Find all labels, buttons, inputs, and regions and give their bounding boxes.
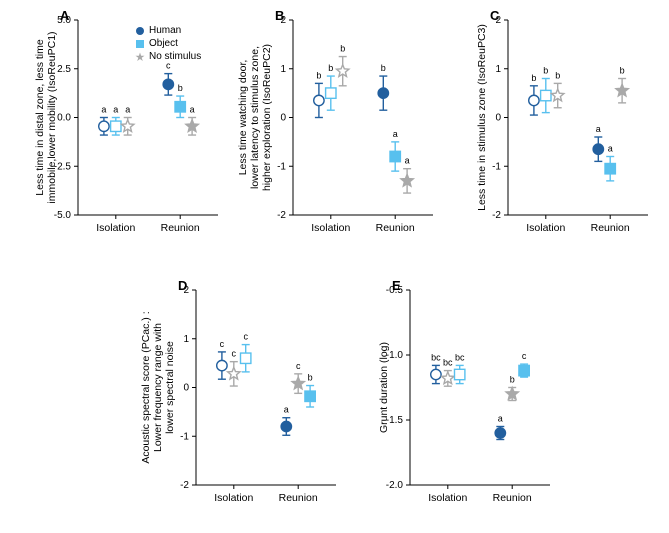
svg-text:Reunion: Reunion bbox=[493, 492, 532, 504]
svg-text:b: b bbox=[555, 70, 560, 80]
svg-text:bc: bc bbox=[455, 352, 465, 362]
svg-text:b: b bbox=[308, 373, 313, 383]
svg-text:2: 2 bbox=[495, 15, 501, 26]
svg-text:Isolation: Isolation bbox=[311, 222, 350, 234]
y-axis-label: Less time in stimulus zone (IsoReuPC3) bbox=[476, 20, 488, 215]
svg-text:b: b bbox=[620, 66, 625, 76]
svg-text:Reunion: Reunion bbox=[279, 492, 318, 504]
y-axis-label: Acoustic spectral score (PCac.) :Lower f… bbox=[140, 290, 176, 485]
y-axis-label: Less time in distal zone, less timeimmob… bbox=[34, 20, 58, 215]
svg-text:a: a bbox=[608, 144, 613, 154]
svg-text:-1: -1 bbox=[277, 161, 286, 172]
svg-text:Isolation: Isolation bbox=[526, 222, 565, 234]
svg-text:5.0: 5.0 bbox=[57, 15, 71, 26]
svg-text:Reunion: Reunion bbox=[376, 222, 415, 234]
svg-text:a: a bbox=[498, 414, 503, 424]
svg-text:b: b bbox=[510, 375, 515, 385]
svg-text:b: b bbox=[340, 44, 345, 54]
svg-text:a: a bbox=[190, 105, 195, 115]
svg-text:a: a bbox=[284, 405, 289, 415]
svg-text:-1: -1 bbox=[492, 161, 501, 172]
svg-text:Reunion: Reunion bbox=[591, 222, 630, 234]
svg-text:b: b bbox=[381, 63, 386, 73]
svg-text:a: a bbox=[596, 124, 601, 134]
svg-text:2: 2 bbox=[183, 285, 189, 296]
svg-text:b: b bbox=[316, 70, 321, 80]
panel-C: -2-1012IsolationReunionbbbaab bbox=[508, 20, 648, 245]
svg-text:2: 2 bbox=[280, 15, 286, 26]
svg-text:Isolation: Isolation bbox=[214, 492, 253, 504]
svg-text:0: 0 bbox=[495, 113, 501, 124]
svg-text:1: 1 bbox=[280, 64, 286, 75]
svg-text:0: 0 bbox=[280, 113, 286, 124]
svg-text:b: b bbox=[531, 73, 536, 83]
svg-text:a: a bbox=[125, 105, 130, 115]
svg-text:-2: -2 bbox=[277, 210, 286, 221]
svg-text:Isolation: Isolation bbox=[428, 492, 467, 504]
svg-text:1: 1 bbox=[183, 334, 189, 345]
panel-D: -2-1012IsolationReunioncccacb bbox=[196, 290, 336, 515]
svg-text:c: c bbox=[243, 332, 248, 342]
y-axis-label: Less time watching door,lower latency to… bbox=[237, 20, 273, 215]
svg-text:-2: -2 bbox=[492, 210, 501, 221]
svg-text:Reunion: Reunion bbox=[161, 222, 200, 234]
svg-text:bc: bc bbox=[431, 352, 441, 362]
svg-text:-1: -1 bbox=[180, 431, 189, 442]
svg-text:bc: bc bbox=[443, 358, 453, 368]
svg-text:a: a bbox=[405, 156, 410, 166]
svg-text:1: 1 bbox=[495, 64, 501, 75]
panel-A: -5.0-2.50.02.55.0IsolationReunionaaacba bbox=[78, 20, 218, 245]
panel-B: -2-1012IsolationReunionbbbbaa bbox=[293, 20, 433, 245]
svg-text:a: a bbox=[113, 105, 118, 115]
svg-text:b: b bbox=[178, 83, 183, 93]
svg-text:c: c bbox=[296, 361, 301, 371]
svg-text:-2: -2 bbox=[180, 480, 189, 491]
svg-text:0.0: 0.0 bbox=[57, 113, 71, 124]
svg-text:c: c bbox=[232, 349, 237, 359]
svg-text:c: c bbox=[220, 339, 225, 349]
svg-text:c: c bbox=[166, 61, 171, 71]
svg-text:c: c bbox=[522, 351, 527, 361]
svg-text:a: a bbox=[393, 129, 398, 139]
svg-text:a: a bbox=[101, 105, 106, 115]
svg-text:2.5: 2.5 bbox=[57, 64, 71, 75]
svg-text:0: 0 bbox=[183, 383, 189, 394]
panel-E: -2.0-1.5-1.0-0.5IsolationReunionbcbcbcab… bbox=[410, 290, 550, 515]
svg-text:b: b bbox=[328, 63, 333, 73]
y-axis-label: Grunt duration (log) bbox=[378, 290, 390, 485]
svg-text:Isolation: Isolation bbox=[96, 222, 135, 234]
svg-text:b: b bbox=[543, 66, 548, 76]
